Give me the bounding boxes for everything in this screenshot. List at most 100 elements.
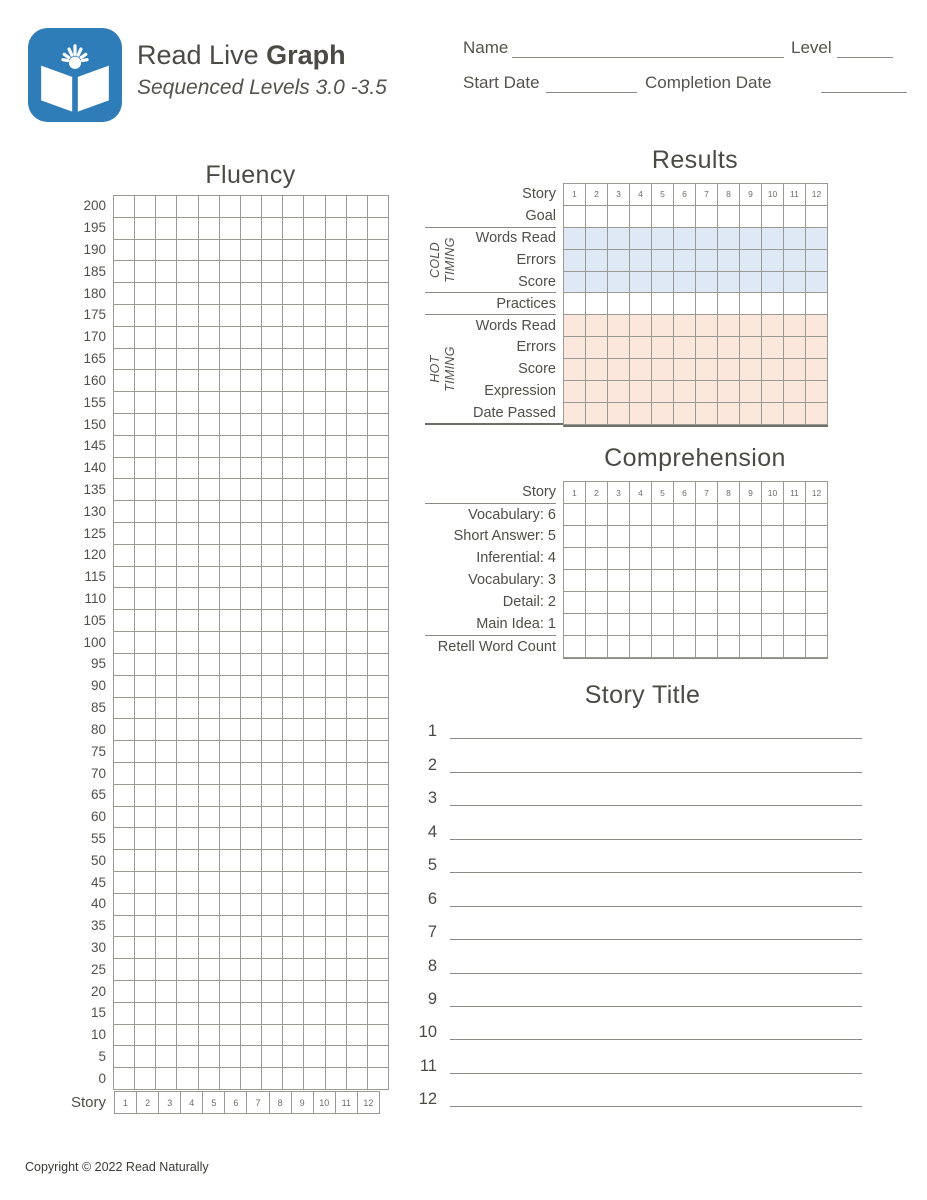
fluency-grid-cell xyxy=(114,523,136,545)
fluency-grid-cell xyxy=(198,239,220,262)
fluency-grid-cell xyxy=(114,239,136,262)
fluency-grid-cell xyxy=(219,937,241,960)
fluency-grid-cell xyxy=(219,828,241,851)
fluency-grid-cell xyxy=(135,305,157,327)
story-title-row: 5 xyxy=(415,846,862,879)
fluency-grid-cell xyxy=(219,806,241,829)
fluency-grid-cell xyxy=(198,217,220,240)
fluency-grid-cell xyxy=(219,370,241,393)
results-cell xyxy=(630,359,652,382)
results-cell xyxy=(718,227,740,250)
comprehension-cell xyxy=(630,614,652,636)
fluency-y-tick: 155 xyxy=(83,394,106,410)
comprehension-cell xyxy=(630,570,652,592)
results-cell xyxy=(674,293,696,316)
results-cell xyxy=(630,205,652,228)
comprehension-cell xyxy=(762,570,784,592)
fluency-grid-cell xyxy=(262,893,284,916)
fluency-grid-cell xyxy=(283,806,305,829)
results-row-label: Goal xyxy=(525,207,556,224)
fluency-grid-cell xyxy=(177,414,199,436)
fluency-grid-cell xyxy=(177,588,199,611)
story-title-blank-line xyxy=(450,738,862,740)
fluency-grid-cell xyxy=(219,697,241,720)
comprehension-cell xyxy=(806,570,828,592)
fluency-grid-cell xyxy=(198,675,220,698)
fluency-grid-cell xyxy=(114,653,136,676)
fluency-grid-cell xyxy=(219,980,241,1003)
fluency-grid-cell xyxy=(114,326,136,349)
fluency-grid-cell xyxy=(346,457,368,480)
fluency-grid-cell xyxy=(156,784,178,807)
results-cell xyxy=(762,227,784,250)
results-cell xyxy=(696,359,718,382)
fluency-y-tick: 180 xyxy=(83,285,106,301)
comprehension-cell xyxy=(586,548,608,570)
fluency-grid-cell xyxy=(346,414,368,436)
fluency-grid-cell xyxy=(135,784,157,807)
comprehension-cell xyxy=(696,636,718,658)
fluency-grid-cell xyxy=(325,544,347,567)
comprehension-row-label: Inferential: 4 xyxy=(476,550,556,566)
fluency-grid-cell xyxy=(114,501,136,524)
fluency-grid-cell xyxy=(325,501,347,524)
comprehension-cell xyxy=(608,548,630,570)
results-cell xyxy=(564,293,586,316)
fluency-grid-cell xyxy=(283,435,305,458)
story-title-row: 8 xyxy=(415,946,862,979)
fluency-y-tick: 75 xyxy=(90,743,106,759)
fluency-grid-cell xyxy=(219,435,241,458)
story-title-number: 2 xyxy=(427,755,437,774)
fluency-grid-cell xyxy=(262,959,284,981)
fluency-story-row: 1 2 3 4 5 6 7 8 9 10 11 12 xyxy=(114,1091,380,1114)
comprehension-cell xyxy=(674,526,696,548)
fluency-grid-cell xyxy=(346,435,368,458)
fluency-grid-cell xyxy=(114,871,136,894)
results-cell xyxy=(652,402,674,425)
fluency-grid-cell xyxy=(283,697,305,720)
comprehension-cell xyxy=(718,592,740,614)
start-date-field-line xyxy=(546,72,637,93)
fluency-story-cell: 7 xyxy=(247,1092,270,1113)
results-cell xyxy=(586,227,608,250)
fluency-grid-cell xyxy=(346,937,368,960)
story-title-row: 9 xyxy=(415,980,862,1013)
story-title-row: 7 xyxy=(415,913,862,946)
fluency-grid-cell xyxy=(346,1002,368,1025)
story-title-number: 10 xyxy=(418,1023,437,1042)
fluency-grid-cell xyxy=(114,457,136,480)
fluency-grid-cell xyxy=(325,392,347,415)
results-cell xyxy=(762,271,784,294)
fluency-grid-cell xyxy=(367,1002,389,1025)
fluency-grid-cell xyxy=(367,937,389,960)
results-cell xyxy=(608,249,630,272)
fluency-grid-cell xyxy=(283,959,305,981)
results-title: Results xyxy=(651,146,739,174)
fluency-grid-cell xyxy=(156,392,178,415)
results-cell xyxy=(718,293,740,316)
level-label: Level xyxy=(791,38,832,57)
comprehension-cells-grid: 1 2 3 4 5 6 7 8 9 10 11 12 xyxy=(563,481,828,659)
level-field-line xyxy=(837,37,893,58)
results-cell xyxy=(740,337,762,360)
fluency-story-cell: 3 xyxy=(159,1092,182,1113)
fluency-grid-cell xyxy=(367,675,389,698)
fluency-grid-cell xyxy=(304,1024,326,1047)
results-cell xyxy=(652,359,674,382)
fluency-grid-cell xyxy=(304,653,326,676)
fluency-grid-cell xyxy=(156,959,178,981)
fluency-grid-cell xyxy=(304,1068,326,1090)
fluency-story-cell: 4 xyxy=(181,1092,204,1113)
results-cell xyxy=(696,293,718,316)
fluency-grid-cell xyxy=(325,828,347,851)
fluency-grid-cell xyxy=(114,370,136,393)
fluency-grid-cell xyxy=(283,588,305,611)
fluency-grid-cell xyxy=(198,937,220,960)
fluency-grid-cell xyxy=(156,719,178,742)
fluency-grid-cell xyxy=(135,1068,157,1090)
fluency-grid-cell xyxy=(240,850,263,872)
results-cell xyxy=(608,293,630,316)
results-cell xyxy=(784,337,806,360)
fluency-grid-cell xyxy=(283,850,305,872)
fluency-grid-cell xyxy=(304,1046,326,1069)
